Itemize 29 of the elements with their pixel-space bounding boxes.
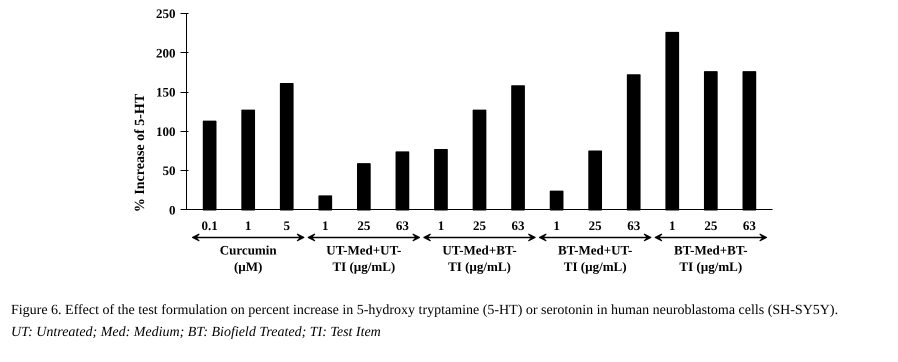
x-tick-label: 1 bbox=[322, 218, 329, 233]
text: BT-Med+UT- TI (µg/mL) bbox=[558, 242, 632, 274]
y-tick-label: 50 bbox=[162, 163, 176, 178]
text: Curcumin (µM) bbox=[220, 242, 278, 274]
x-tick-label: 25 bbox=[473, 218, 486, 233]
y-tick-label: 250 bbox=[156, 6, 176, 21]
text: UT: Untreated; Med: Medium; BT: Biofield Treated; TI: Test Item bbox=[11, 324, 382, 342]
text: UT-Med+UT- TI (µg/mL) bbox=[326, 242, 402, 274]
x-tick-label: 1 bbox=[553, 218, 560, 233]
x-tick-label: 5 bbox=[283, 218, 290, 233]
x-tick-label: 0.1 bbox=[202, 218, 218, 233]
x-tick-label: 1 bbox=[244, 218, 252, 233]
text: UT-Med+BT- TI (µg/mL) bbox=[442, 242, 517, 274]
x-tick-label: 25 bbox=[704, 218, 718, 233]
x-tick-label: 63 bbox=[627, 218, 641, 233]
caption: Figure 6. Effect of the test formulation on percent increase in 5-hydroxy tryptamine (5-HT) or serotonin in human neuroblastoma cells (SH-SY5Y). bbox=[11, 302, 838, 320]
y-axis-title: % Increase of 5-HT bbox=[133, 93, 148, 212]
x-tick-label: 63 bbox=[396, 218, 410, 233]
y-tick-label: 100 bbox=[156, 124, 176, 139]
y-tick-label: 150 bbox=[156, 84, 176, 100]
x-tick-label: 1 bbox=[669, 218, 676, 233]
x-tick-label: 25 bbox=[588, 218, 602, 233]
text: BT-Med+BT- TI (µg/mL) bbox=[674, 242, 748, 274]
y-tick-label: 200 bbox=[156, 45, 176, 60]
y-tick-label: 0 bbox=[169, 202, 176, 218]
x-tick-label: 63 bbox=[742, 218, 756, 233]
x-tick-label: 25 bbox=[357, 218, 371, 233]
x-tick-label: 1 bbox=[438, 218, 444, 233]
x-tick-label: 63 bbox=[512, 218, 526, 233]
